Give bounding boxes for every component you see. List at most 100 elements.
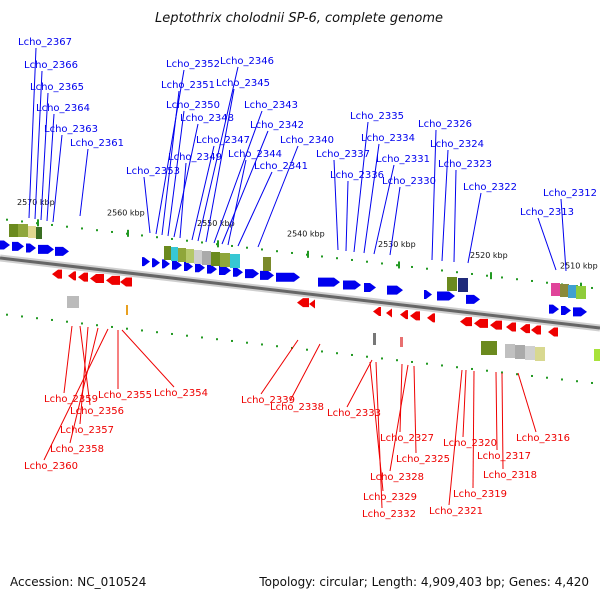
forward-gene-arrow: [152, 258, 160, 268]
forward-gene-arrow: [142, 257, 150, 267]
annotation-block: [164, 246, 171, 260]
gene-label-reverse: Lcho_2320: [443, 438, 497, 449]
bottom-leader-line: [462, 369, 467, 438]
top-leader-line: [257, 145, 299, 248]
gene-label-forward: Lcho_2348: [180, 113, 234, 124]
tick-dot: [516, 278, 518, 281]
gene-label-forward: Lcho_2324: [430, 139, 484, 150]
top-leader-line: [213, 110, 263, 244]
tick-dot: [276, 345, 278, 348]
gene-label-forward: Lcho_2323: [438, 159, 492, 170]
annotation-block: [447, 277, 457, 291]
annotation-block: [202, 251, 211, 265]
tick-label: 2510 kbp: [560, 261, 598, 270]
forward-gene-arrow: [387, 285, 403, 295]
annotation-block: [126, 305, 128, 315]
bottom-leader-line: [472, 370, 475, 489]
tick-dot: [156, 236, 158, 239]
gene-label-reverse: Lcho_2357: [60, 425, 114, 436]
reverse-gene-arrow: [506, 322, 516, 332]
tick-dot: [51, 318, 53, 321]
tick-mark: [37, 219, 39, 227]
backbone-line: [0, 256, 600, 330]
top-leader-line: [155, 69, 185, 235]
gene-label-forward: Lcho_2349: [168, 152, 222, 163]
reverse-gene-arrow: [427, 313, 435, 323]
reverse-gene-arrow: [373, 307, 381, 317]
annotation-block: [211, 252, 220, 266]
tick-mark: [127, 229, 129, 237]
annotation-block: [220, 253, 230, 267]
tick-mark: [307, 250, 309, 258]
annotation-block: [568, 285, 576, 298]
annotation-block: [230, 254, 240, 268]
bottom-leader-line: [289, 343, 321, 402]
tick-dot: [156, 331, 158, 334]
gene-label-forward: Lcho_2343: [244, 100, 298, 111]
gene-label-reverse: Lcho_2317: [477, 451, 531, 462]
gene-label-forward: Lcho_2345: [216, 78, 270, 89]
tick-dot: [291, 251, 293, 254]
forward-gene-arrow: [195, 263, 205, 273]
gene-label-reverse: Lcho_2356: [70, 406, 124, 417]
reverse-gene-arrow: [52, 269, 62, 279]
tick-dot: [276, 250, 278, 253]
top-leader-line: [179, 162, 187, 239]
tick-dot: [321, 255, 323, 258]
tick-dot: [186, 334, 188, 337]
annotation-block: [373, 333, 376, 345]
bottom-leader-line: [43, 328, 109, 461]
top-leader-line: [40, 92, 49, 221]
reverse-gene-arrow: [531, 325, 541, 335]
forward-gene-arrow: [424, 289, 432, 299]
reverse-gene-arrow: [520, 324, 530, 334]
annotation-block: [594, 349, 600, 361]
top-leader-line: [205, 88, 235, 243]
tick-dot: [456, 366, 458, 369]
annotation-block: [535, 347, 545, 361]
tick-dot: [306, 348, 308, 351]
forward-gene-arrow: [561, 305, 571, 315]
gene-label-reverse: Lcho_2325: [396, 454, 450, 465]
annotation-block: [525, 346, 535, 360]
top-leader-line: [389, 186, 401, 256]
reverse-gene-arrow: [474, 318, 488, 328]
top-leader-line: [353, 121, 369, 253]
annotation-block: [263, 257, 271, 271]
tick-dot: [501, 371, 503, 374]
tick-dot: [426, 362, 428, 365]
top-leader-line: [373, 164, 395, 255]
bottom-leader-line: [121, 329, 175, 388]
annotation-block: [9, 224, 18, 237]
tick-dot: [366, 355, 368, 358]
top-leader-line: [227, 159, 247, 246]
tick-dot: [336, 352, 338, 355]
annotation-block: [481, 341, 497, 355]
tick-dot: [321, 350, 323, 353]
tick-dot: [351, 258, 353, 261]
gene-label-forward: Lcho_2346: [220, 56, 274, 67]
tick-dot: [396, 359, 398, 362]
annotation-block: [178, 248, 186, 262]
annotation-block: [458, 278, 468, 292]
tick-dot: [501, 276, 503, 279]
gene-label-reverse: Lcho_2316: [516, 433, 570, 444]
gene-label-reverse: Lcho_2321: [429, 506, 483, 517]
top-leader-line: [52, 134, 63, 223]
feature-track: [0, 224, 600, 361]
tick-mark: [398, 261, 400, 269]
forward-gene-arrow: [318, 277, 340, 287]
tick-dot: [546, 376, 548, 379]
bottom-leader-line: [375, 361, 383, 509]
gene-label-forward: Lcho_2337: [316, 149, 370, 160]
tick-dot: [246, 341, 248, 344]
tick-dot: [81, 322, 83, 325]
tick-dot: [96, 324, 98, 327]
gene-label-reverse: Lcho_2327: [380, 433, 434, 444]
reverse-gene-arrow: [460, 317, 472, 327]
tick-dot: [531, 279, 533, 282]
forward-gene-arrow: [55, 246, 69, 256]
gene-label-reverse: Lcho_2339: [241, 395, 295, 406]
annotation-block: [505, 344, 515, 358]
